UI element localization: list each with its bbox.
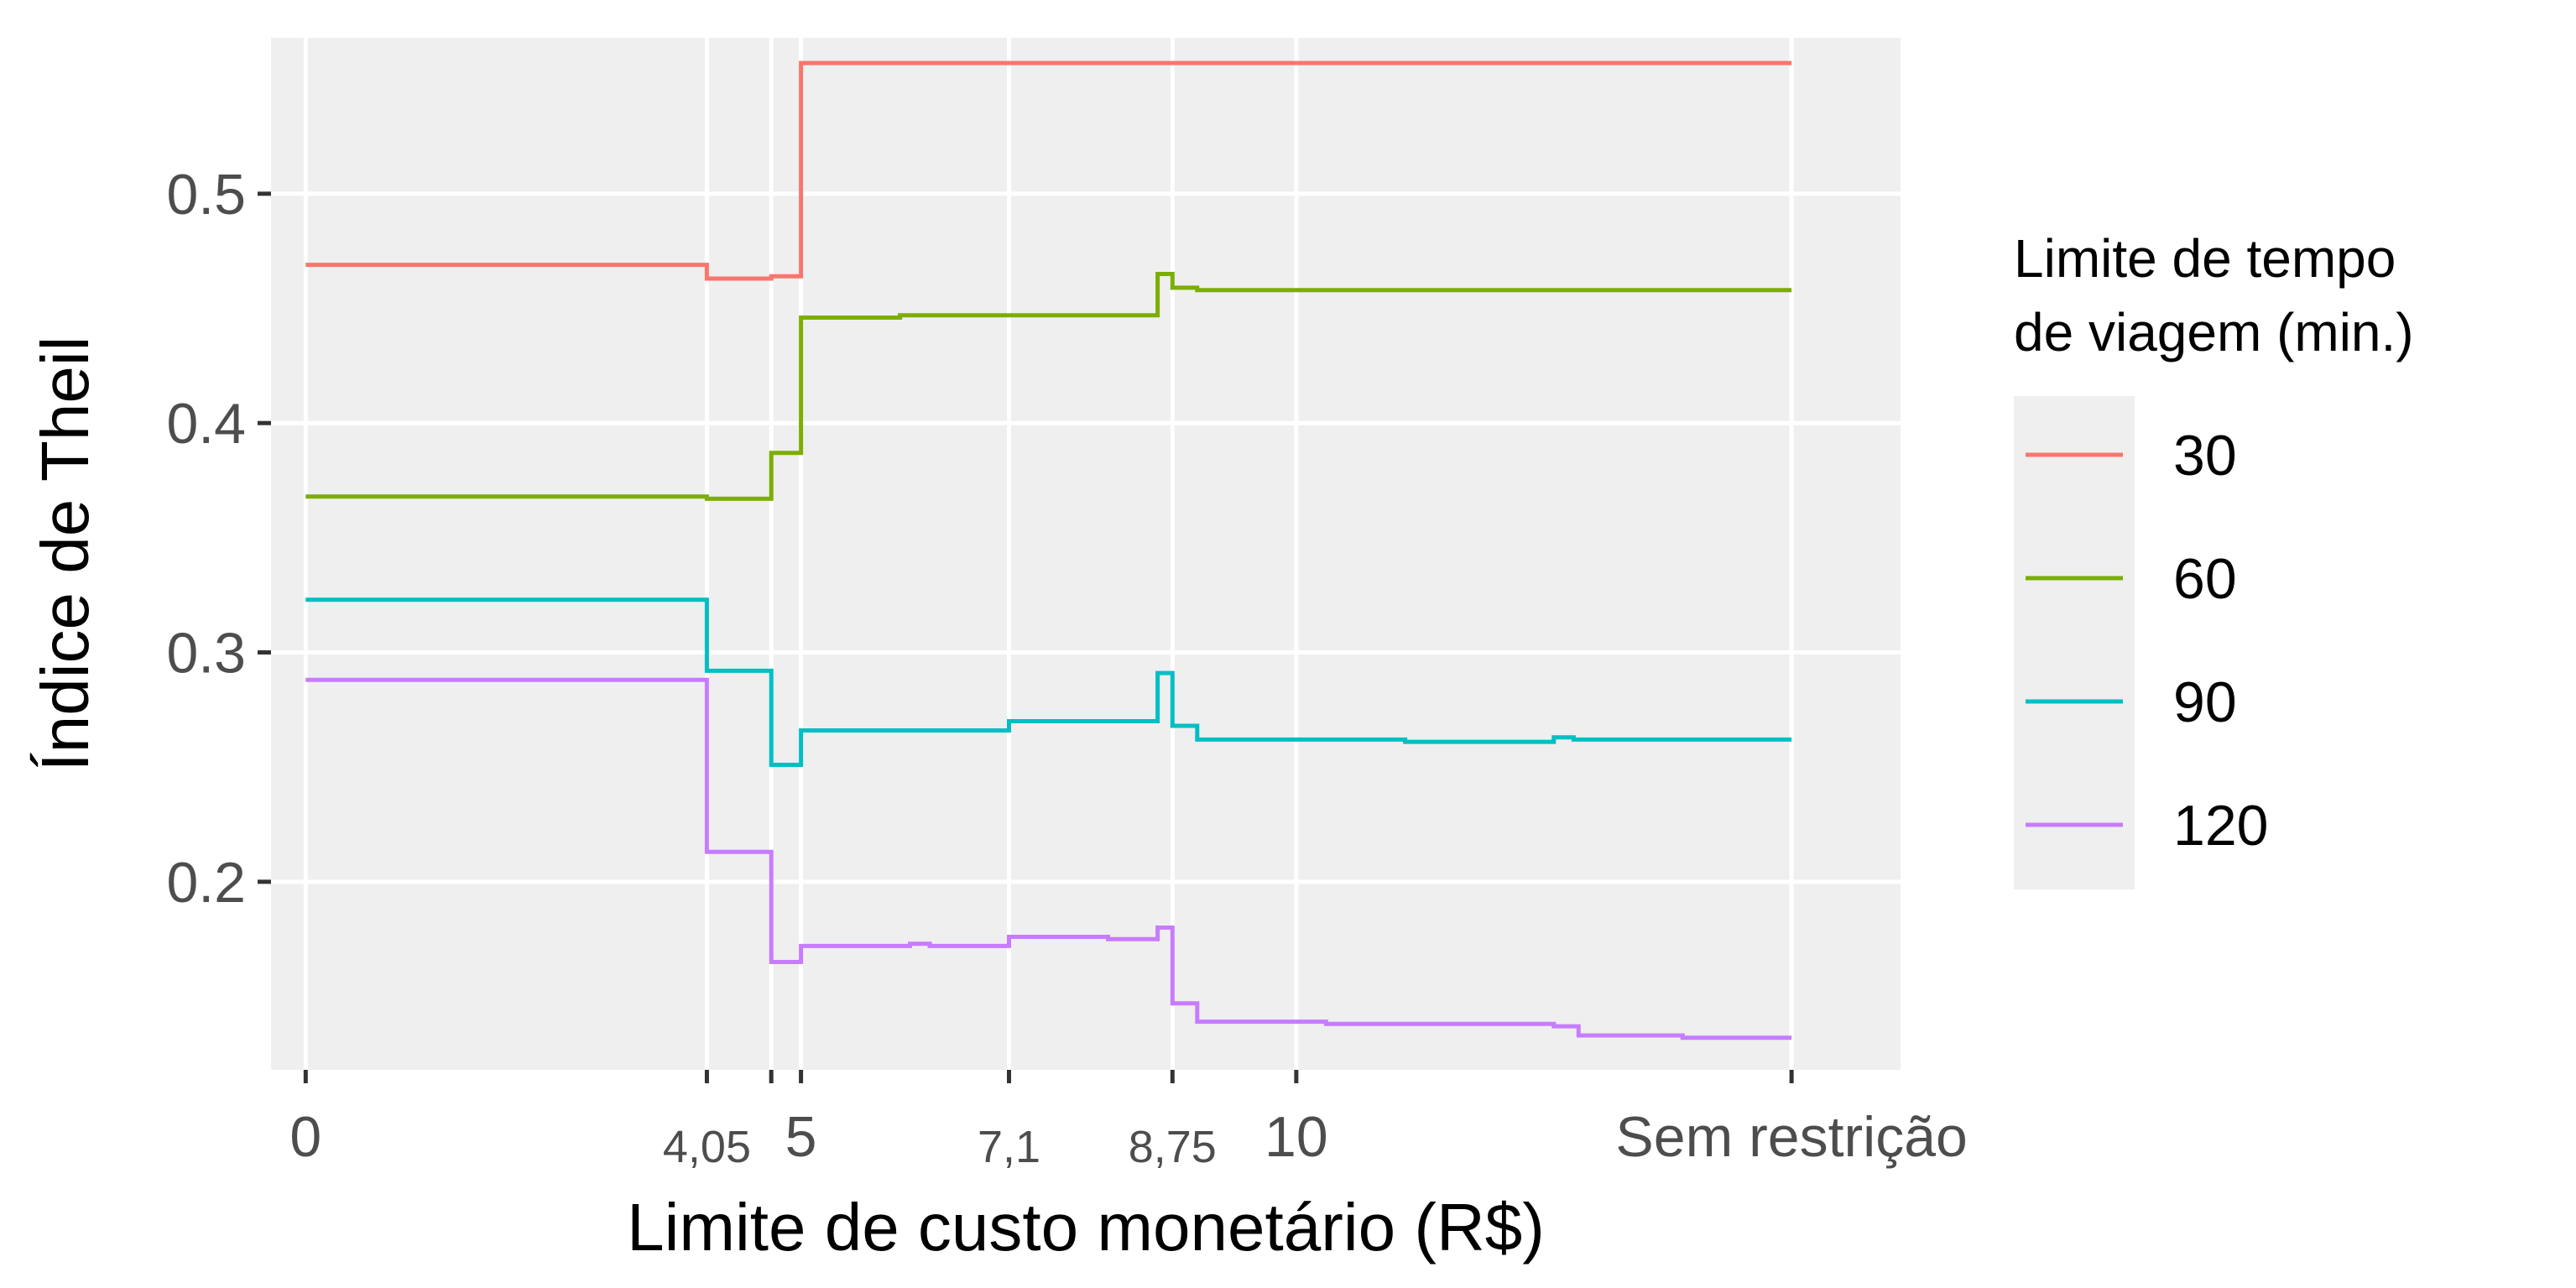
- series-lines: [305, 60, 1792, 1040]
- grid: [271, 38, 1901, 1070]
- x-tick-label: 4,05: [663, 1122, 751, 1172]
- legend-key-background: [2014, 396, 2135, 889]
- legend-label-120: 120: [2173, 794, 2268, 858]
- series-line-90: [305, 597, 1792, 767]
- legend-label-60: 60: [2173, 547, 2237, 611]
- x-tick-label: Sem restrição: [1615, 1105, 1967, 1169]
- series-line-30: [305, 60, 1792, 281]
- plot-panel: [271, 38, 1901, 1070]
- legend-title-line-2: de viagem (min.): [2014, 302, 2414, 362]
- legend-label-30: 30: [2173, 424, 2237, 488]
- x-tick-label: 8,75: [1129, 1122, 1217, 1172]
- x-tick-label: 0: [289, 1105, 321, 1169]
- x-tick-label: 10: [1265, 1105, 1328, 1169]
- y-tick-label: 0.5: [166, 163, 246, 227]
- y-tick-label: 0.3: [166, 622, 246, 686]
- legend: Limite de tempo de viagem (min.) 30 60 90 1…: [2014, 228, 2414, 889]
- series-line-60: [305, 272, 1792, 501]
- y-axis-ticks: 0.2 0.3 0.4 0.5: [166, 163, 271, 915]
- y-tick-label: 0.2: [166, 851, 246, 915]
- y-tick-label: 0.4: [166, 392, 246, 456]
- x-axis-ticks: 0 4,05 5 7,1 8,75 10 Sem restrição: [289, 1070, 1968, 1172]
- x-axis-title: Limite de custo monetário (R$): [627, 1190, 1545, 1265]
- legend-label-90: 90: [2173, 670, 2237, 734]
- series-line-120: [305, 677, 1792, 1040]
- legend-items: 30 60 90 120: [2026, 424, 2268, 858]
- x-tick-label: 7,1: [978, 1122, 1040, 1172]
- legend-title-line-1: Limite de tempo: [2014, 228, 2396, 289]
- y-axis-title: Índice de Theil: [28, 336, 102, 772]
- x-tick-label: 5: [785, 1105, 817, 1169]
